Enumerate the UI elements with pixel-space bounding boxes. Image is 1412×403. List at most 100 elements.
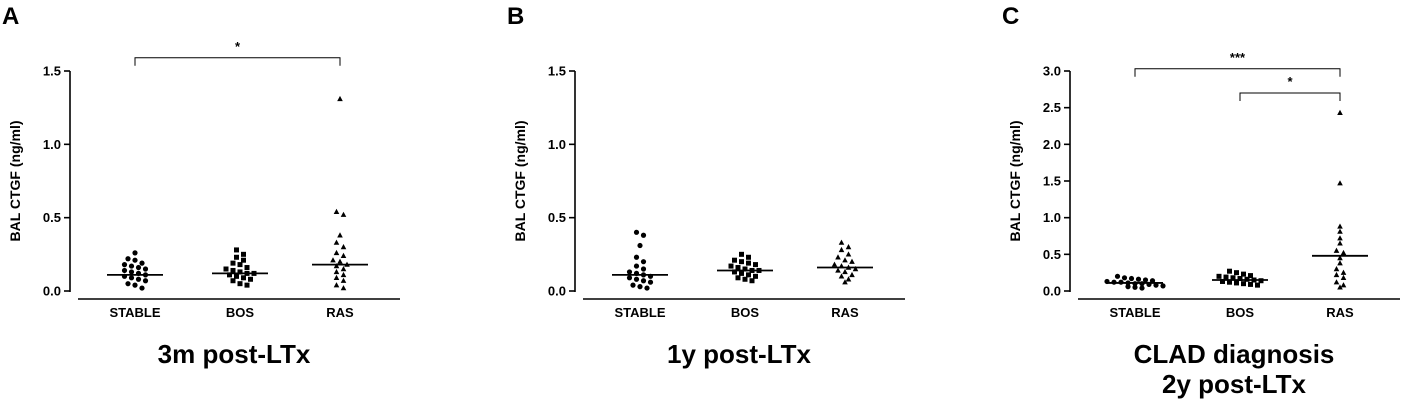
data-point-ras <box>1337 255 1343 261</box>
data-point-ras <box>1337 109 1343 115</box>
data-point-bos <box>1248 273 1253 279</box>
data-point-stable <box>135 276 142 282</box>
data-point-bos <box>1227 268 1232 274</box>
data-point-bos <box>728 263 734 269</box>
data-point-bos <box>739 259 744 265</box>
data-point-bos <box>234 254 239 260</box>
x-tick-label: RAS <box>326 305 354 320</box>
data-point-bos <box>1220 278 1225 284</box>
data-point-ras <box>835 254 841 260</box>
data-point-bos <box>742 266 748 272</box>
data-point-ras <box>849 258 855 264</box>
data-point-stable <box>640 259 647 265</box>
panel-title: 3m post-LTx <box>158 339 311 369</box>
data-point-stable <box>1139 285 1145 291</box>
data-point-bos <box>227 272 232 278</box>
data-point-bos <box>735 275 741 281</box>
data-point-ras <box>1340 269 1347 275</box>
panel-title: 2y post-LTx <box>1162 369 1307 399</box>
y-tick-label: 0.5 <box>548 210 566 225</box>
data-point-ras <box>1333 279 1340 285</box>
data-point-bos <box>1223 274 1229 280</box>
data-point-stable <box>637 284 643 290</box>
chart-a: A 0.0 0.5 1.0 1.5 BAL CTGF (ng/ml) STABLE BOS RA… <box>2 3 400 369</box>
data-point-stable <box>139 260 145 266</box>
data-point-bos <box>230 278 236 284</box>
data-point-stable <box>132 257 138 263</box>
data-point-bos <box>237 269 243 275</box>
significance-label: *** <box>1230 50 1246 65</box>
data-point-bos <box>234 247 239 253</box>
data-point-ras <box>337 258 343 264</box>
data-point-ras <box>340 271 347 278</box>
x-tick-label: STABLE <box>614 305 665 320</box>
data-point-stable <box>626 275 633 281</box>
data-point-bos <box>1237 276 1243 282</box>
data-point-stable <box>633 254 640 260</box>
data-point-stable <box>1132 284 1138 290</box>
data-point-ras <box>835 267 841 273</box>
y-tick-label: 1.5 <box>548 64 566 79</box>
significance-label: * <box>235 39 241 54</box>
data-point-stable <box>121 267 128 274</box>
data-point-ras <box>340 285 347 291</box>
data-point-stable <box>142 266 149 272</box>
data-point-ras <box>838 239 845 245</box>
data-point-bos <box>735 265 741 271</box>
data-point-bos <box>753 262 758 268</box>
data-point-ras <box>1337 180 1343 186</box>
data-point-stable <box>633 229 640 235</box>
data-point-ras <box>845 276 852 282</box>
data-point-stable <box>142 278 149 284</box>
x-tick-label: RAS <box>831 305 859 320</box>
data-point-bos <box>244 282 250 288</box>
data-point-ras <box>842 257 848 263</box>
data-point-stable <box>1135 276 1142 282</box>
data-point-ras <box>1333 271 1340 278</box>
panel-title: CLAD diagnosis <box>1134 339 1335 369</box>
data-point-stable <box>640 266 647 272</box>
data-point-ras <box>340 266 347 272</box>
x-tick-label: STABLE <box>1109 305 1160 320</box>
y-tick-label: 0.5 <box>43 210 61 225</box>
y-tick-label: 1.0 <box>43 137 61 152</box>
data-point-ras <box>845 244 852 250</box>
data-point-ras <box>1337 235 1343 241</box>
data-point-ras <box>838 246 845 253</box>
y-axis-label: BAL CTGF (ng/ml) <box>1007 120 1023 241</box>
data-point-ras <box>1333 266 1340 272</box>
y-tick-label: 3.0 <box>1043 64 1061 79</box>
data-point-stable <box>640 278 647 284</box>
data-point-stable <box>630 282 636 288</box>
panel-title: 1y post-LTx <box>667 339 812 369</box>
data-point-stable <box>132 250 138 256</box>
data-point-bos <box>237 262 243 268</box>
y-tick-label: 1.0 <box>1043 210 1061 225</box>
y-tick-label: 2.0 <box>1043 137 1061 152</box>
data-point-stable <box>626 269 633 275</box>
data-point-stable <box>1128 275 1135 282</box>
data-point-ras <box>337 95 343 102</box>
data-point-bos <box>732 257 737 263</box>
data-point-bos <box>234 273 239 279</box>
data-point-bos <box>1227 279 1232 285</box>
data-point-stable <box>1142 277 1149 283</box>
data-point-bos <box>753 273 758 279</box>
data-point-ras <box>333 208 340 214</box>
data-point-ras <box>333 282 340 288</box>
data-point-ras <box>337 232 343 238</box>
y-tick-label: 0.0 <box>43 284 61 299</box>
data-point-bos <box>739 251 744 257</box>
x-tick-label: RAS <box>1326 305 1354 320</box>
y-tick-label: 0.0 <box>1043 284 1061 299</box>
data-point-ras <box>849 271 855 278</box>
x-tick-label: BOS <box>1226 305 1255 320</box>
y-axis-label: BAL CTGF (ng/ml) <box>512 120 528 241</box>
data-point-bos <box>749 278 755 284</box>
data-point-bos <box>1255 282 1260 288</box>
panel-letter: B <box>507 3 524 30</box>
data-point-bos <box>732 269 737 275</box>
panel-b: B 0.0 0.5 1.0 1.5 BAL CTGF (ng/ml) STABLE BOS RA… <box>505 0 925 403</box>
data-point-ras <box>842 268 848 275</box>
x-tick-label: BOS <box>731 305 760 320</box>
